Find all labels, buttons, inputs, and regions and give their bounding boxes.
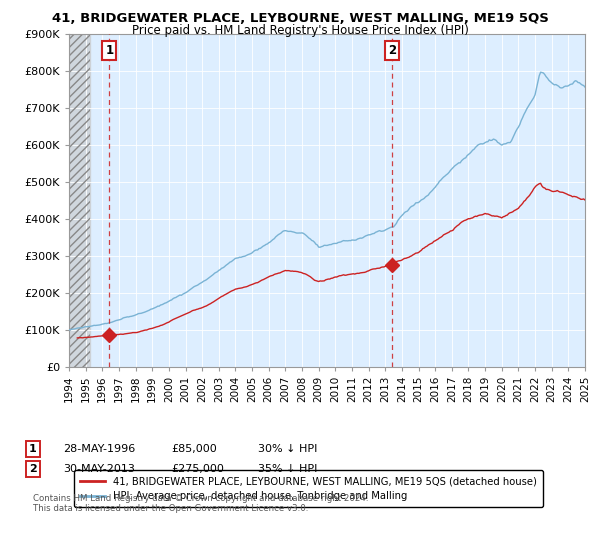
Text: 30% ↓ HPI: 30% ↓ HPI	[258, 444, 317, 454]
Text: 30-MAY-2013: 30-MAY-2013	[63, 464, 135, 474]
Text: 28-MAY-1996: 28-MAY-1996	[63, 444, 135, 454]
Bar	[69, 34, 90, 367]
Text: £275,000: £275,000	[171, 464, 224, 474]
Text: Price paid vs. HM Land Registry's House Price Index (HPI): Price paid vs. HM Land Registry's House …	[131, 24, 469, 36]
Text: 1: 1	[105, 44, 113, 57]
Text: Contains HM Land Registry data © Crown copyright and database right 2024.
This d: Contains HM Land Registry data © Crown c…	[33, 494, 368, 514]
Legend: 41, BRIDGEWATER PLACE, LEYBOURNE, WEST MALLING, ME19 5QS (detached house), HPI: : 41, BRIDGEWATER PLACE, LEYBOURNE, WEST M…	[74, 470, 543, 507]
Bar	[69, 34, 90, 367]
Text: 41, BRIDGEWATER PLACE, LEYBOURNE, WEST MALLING, ME19 5QS: 41, BRIDGEWATER PLACE, LEYBOURNE, WEST M…	[52, 12, 548, 25]
Text: 1: 1	[29, 444, 37, 454]
Text: £85,000: £85,000	[171, 444, 217, 454]
Text: 35% ↓ HPI: 35% ↓ HPI	[258, 464, 317, 474]
Text: 2: 2	[388, 44, 397, 57]
Text: 2: 2	[29, 464, 37, 474]
